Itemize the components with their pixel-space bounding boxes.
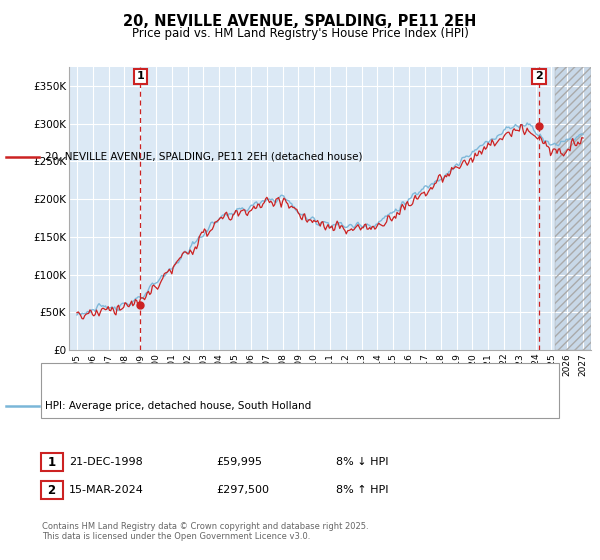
Text: HPI: Average price, detached house, South Holland: HPI: Average price, detached house, Sout… — [45, 401, 311, 411]
Text: 2: 2 — [535, 72, 543, 81]
Text: 8% ↑ HPI: 8% ↑ HPI — [336, 485, 389, 495]
Text: Price paid vs. HM Land Registry's House Price Index (HPI): Price paid vs. HM Land Registry's House … — [131, 27, 469, 40]
Text: £297,500: £297,500 — [216, 485, 269, 495]
Text: 1: 1 — [47, 455, 56, 469]
Text: 2: 2 — [47, 483, 56, 497]
Text: 21-DEC-1998: 21-DEC-1998 — [69, 457, 143, 467]
Text: 8% ↓ HPI: 8% ↓ HPI — [336, 457, 389, 467]
Text: 20, NEVILLE AVENUE, SPALDING, PE11 2EH: 20, NEVILLE AVENUE, SPALDING, PE11 2EH — [124, 14, 476, 29]
Text: Contains HM Land Registry data © Crown copyright and database right 2025.
This d: Contains HM Land Registry data © Crown c… — [42, 522, 368, 542]
Text: 1: 1 — [136, 72, 144, 81]
Text: £59,995: £59,995 — [216, 457, 262, 467]
Text: 20, NEVILLE AVENUE, SPALDING, PE11 2EH (detached house): 20, NEVILLE AVENUE, SPALDING, PE11 2EH (… — [45, 152, 362, 162]
Text: 15-MAR-2024: 15-MAR-2024 — [69, 485, 144, 495]
